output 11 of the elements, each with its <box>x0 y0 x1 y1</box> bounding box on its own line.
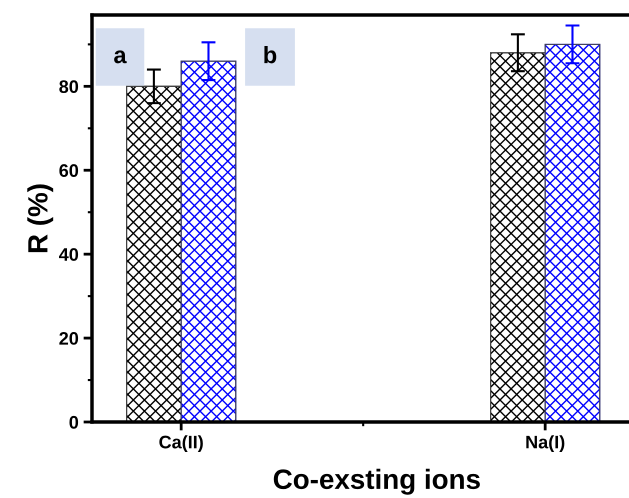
y-tick-label: 0 <box>69 416 78 429</box>
x-axis-title: Co-exsting ions <box>274 468 480 495</box>
y-tick-label: 60 <box>59 164 78 177</box>
y-tick-label: 80 <box>59 80 78 94</box>
y-tick-label: 20 <box>59 332 78 345</box>
x-tick-label: Ca(II) <box>159 435 203 452</box>
y-axis-title: R (%) <box>27 184 54 252</box>
y-tick-label: 40 <box>59 248 78 261</box>
x-tick-label: Na(I) <box>526 435 564 452</box>
annotation: a <box>114 50 127 64</box>
annotation: b <box>264 46 276 64</box>
